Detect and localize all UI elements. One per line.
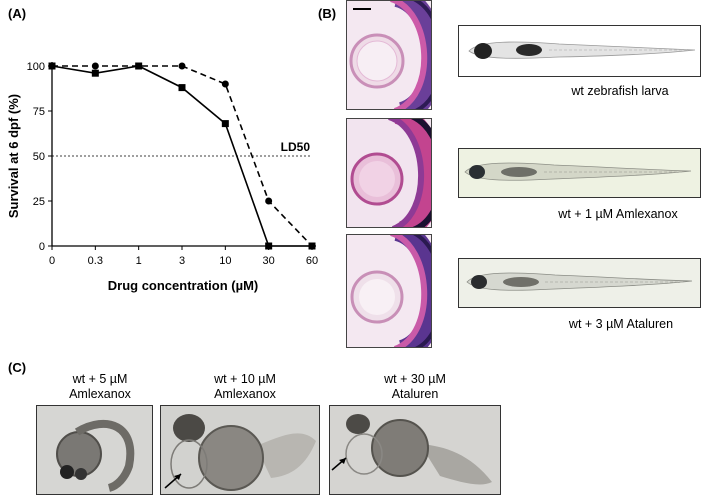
chart-series [48,62,316,250]
data-point-square [91,69,99,77]
caption-c-30um-ataluren: wt + 30 µM Ataluren [340,372,490,402]
data-point-square [178,84,186,92]
data-point-circle [135,62,143,70]
x-tick-label: 3 [179,255,185,267]
panel-c-label: (C) [8,360,27,375]
caption-c1-line2: Amlexanox [69,387,131,401]
data-point-circle [178,62,186,70]
y-tick-label: 0 [39,241,45,253]
x-axis-label: Drug concentration (µM) [108,278,258,293]
data-point-circle [221,80,229,88]
larva-image-amlexanox [458,148,701,198]
ld50-label: LD50 [281,140,311,154]
caption-c1-line1: wt + 5 µM [72,372,128,386]
chart-ticks: 0 25 50 75 100 0 0.3 1 3 10 30 60 [27,61,318,267]
x-tick-label: 0 [49,255,55,267]
data-point-circle [265,197,273,205]
caption-c3-line2: Ataluren [391,387,439,401]
data-point-square [221,120,229,128]
caption-c3-line1: wt + 30 µM [384,372,446,386]
caption-c-5um-amlexanox: wt + 5 µM Amlexanox [40,372,160,402]
data-point-circle [91,62,99,70]
larva-image-wt [458,25,701,77]
x-tick-label: 0.3 [88,255,103,267]
larva-image-ataluren [458,258,701,308]
embryo-photo-30um-ataluren [329,405,501,495]
caption-larva-amlexanox: wt + 1 µM Amlexanox [558,207,678,221]
x-tick-label: 30 [263,255,275,267]
ld50-reference: LD50 [52,140,312,157]
embryo-photo-10um-amlexanox [160,405,320,495]
embryo-photo-5um-amlexanox [36,405,153,495]
retina-histology-amlexanox [346,118,432,228]
panel-a-label: (A) [8,6,27,21]
x-tick-label: 60 [306,255,318,267]
survival-chart: LD50 0 25 50 75 100 0 0.3 1 3 10 30 60 Survival at … [6,61,318,293]
y-tick-label: 50 [33,151,45,163]
caption-c2-line1: wt + 10 µM [214,372,276,386]
x-tick-label: 10 [219,255,231,267]
caption-c-10um-amlexanox: wt + 10 µM Amlexanox [170,372,320,402]
caption-larva-wt: wt zebrafish larva [571,84,669,98]
retina-histology-ataluren [346,234,432,348]
x-tick-label: 1 [136,255,142,267]
y-tick-label: 25 [33,196,45,208]
caption-larva-ataluren: wt + 3 µM Ataluren [568,317,674,331]
y-axis-label: Survival at 6 dpf (%) [6,94,21,218]
y-tick-label: 75 [33,106,45,118]
retina-histology-wt [346,0,432,110]
panel-b-label: (B) [318,6,337,21]
y-tick-label: 100 [27,61,45,73]
caption-c2-line2: Amlexanox [214,387,276,401]
